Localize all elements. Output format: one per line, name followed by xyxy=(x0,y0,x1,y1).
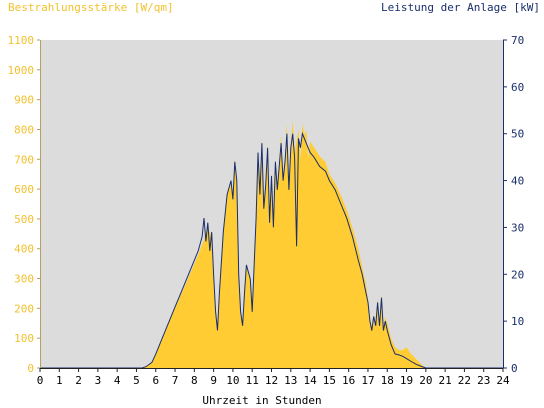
x-tick-label: 15 xyxy=(323,374,336,387)
x-tick-label: 19 xyxy=(400,374,413,387)
left-tick-label: 400 xyxy=(14,243,34,256)
x-tick-label: 22 xyxy=(458,374,471,387)
right-tick-label: 40 xyxy=(511,175,524,188)
x-tick-label: 20 xyxy=(419,374,432,387)
left-tick-label: 1100 xyxy=(8,34,35,47)
right-tick-label: 20 xyxy=(511,268,524,281)
x-tick-label: 0 xyxy=(37,374,44,387)
left-axis-ticks: 0 100 200 300 400 500 600 700 800 900 1000 1100 xyxy=(8,34,40,375)
x-tick-label: 17 xyxy=(361,374,374,387)
right-tick-label: 50 xyxy=(511,128,524,141)
x-tick-label: 3 xyxy=(95,374,102,387)
x-tick-label: 4 xyxy=(114,374,121,387)
x-tick-label: 14 xyxy=(303,374,317,387)
x-tick-label: 10 xyxy=(226,374,239,387)
left-tick-label: 100 xyxy=(14,332,34,345)
irradiance-area xyxy=(40,120,503,368)
right-tick-label: 60 xyxy=(511,81,524,94)
x-axis-ticks: 0 1 2 3 4 5 6 7 8 9 10 11 12 13 14 15 16 17 18 19 20 21 22 23 24 xyxy=(37,368,510,387)
right-tick-label: 70 xyxy=(511,34,524,47)
left-axis-title: Bestrahlungsstärke [W/qm] xyxy=(8,1,174,14)
left-tick-label: 600 xyxy=(14,183,34,196)
x-tick-label: 7 xyxy=(172,374,179,387)
right-tick-label: 30 xyxy=(511,221,524,234)
x-tick-label: 18 xyxy=(381,374,394,387)
left-tick-label: 0 xyxy=(27,362,34,375)
x-tick-label: 24 xyxy=(496,374,510,387)
x-tick-label: 12 xyxy=(265,374,278,387)
right-tick-label: 10 xyxy=(511,315,524,328)
x-tick-label: 8 xyxy=(191,374,198,387)
x-tick-label: 21 xyxy=(439,374,452,387)
x-tick-label: 23 xyxy=(477,374,490,387)
x-tick-label: 9 xyxy=(210,374,217,387)
x-axis-title: Uhrzeit in Stunden xyxy=(202,394,321,407)
left-tick-label: 200 xyxy=(14,302,34,315)
left-tick-label: 800 xyxy=(14,123,34,136)
left-tick-label: 300 xyxy=(14,273,34,286)
right-axis-ticks: 0 10 20 30 40 50 60 70 xyxy=(503,34,524,375)
x-tick-label: 6 xyxy=(152,374,159,387)
x-tick-label: 11 xyxy=(246,374,259,387)
left-tick-label: 1000 xyxy=(8,64,35,77)
power-line xyxy=(40,131,503,369)
right-tick-label: 0 xyxy=(511,362,518,375)
left-tick-label: 500 xyxy=(14,213,34,226)
x-tick-label: 1 xyxy=(56,374,63,387)
left-tick-label: 700 xyxy=(14,153,34,166)
x-tick-label: 2 xyxy=(75,374,82,387)
x-tick-label: 16 xyxy=(342,374,355,387)
left-tick-label: 900 xyxy=(14,94,34,107)
right-axis-title: Leistung der Anlage [kW] xyxy=(381,1,540,14)
x-tick-label: 13 xyxy=(284,374,297,387)
x-tick-label: 5 xyxy=(133,374,140,387)
